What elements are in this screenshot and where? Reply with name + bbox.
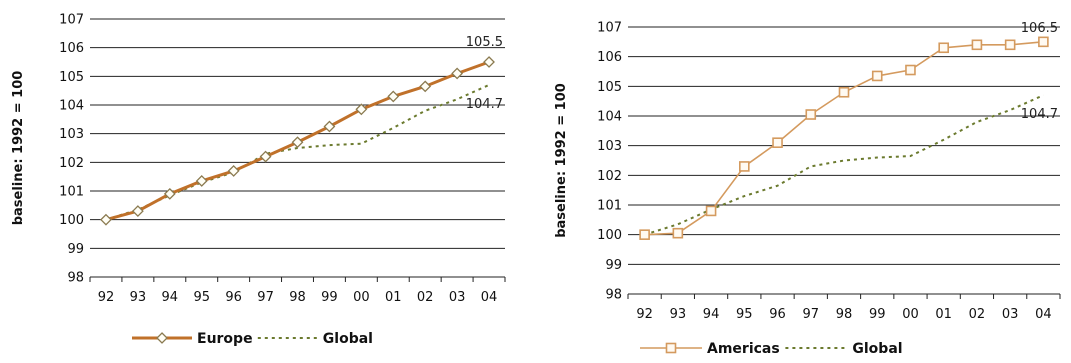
y-tick-label: 106 — [597, 50, 622, 65]
legend-label-americas: Americas — [707, 341, 780, 357]
europe-point — [100, 213, 112, 226]
x-tick-label: 93 — [130, 290, 147, 305]
y-tick-label: 98 — [67, 271, 84, 286]
y-tick-label: 105 — [597, 80, 622, 95]
x-tick-label: 96 — [225, 290, 242, 305]
y-axis-label: baseline: 1992 = 100 — [11, 71, 26, 226]
americas-point — [805, 109, 817, 120]
americas-point — [1004, 39, 1016, 51]
europe-point — [323, 120, 336, 133]
y-tick-label: 107 — [597, 21, 622, 36]
legend: Americas Global — [640, 341, 903, 357]
y-tick-label: 102 — [59, 156, 84, 171]
x-tick-label: 00 — [353, 290, 370, 305]
y-tick-label: 101 — [59, 185, 84, 200]
americas-series-line — [644, 41, 1044, 236]
europe-point — [451, 67, 464, 80]
europe-point — [131, 205, 144, 217]
legend-label-global: Global — [852, 341, 902, 357]
europe-point — [259, 150, 272, 163]
x-tick-label: 99 — [869, 307, 886, 322]
x-tick-label: 02 — [969, 307, 986, 322]
europe-point — [419, 80, 432, 93]
y-tick-label: 105 — [59, 70, 84, 85]
europe-point — [387, 90, 400, 103]
legend-label-europe: Europe — [197, 331, 253, 347]
y-tick-label: 107 — [59, 13, 84, 28]
y-tick-label: 100 — [597, 228, 622, 243]
y-tick-label: 104 — [597, 110, 622, 125]
y-axis-label: baseline: 1992 = 100 — [554, 83, 569, 238]
americas-point — [905, 64, 916, 76]
chart-panel-2: 98 99 100 101 102 103 104 105 106 107 92 93 94 95 96 97… — [554, 21, 1061, 357]
x-tick-label: 97 — [802, 307, 819, 322]
europe-point — [227, 165, 240, 177]
y-tick-label: 98 — [605, 288, 622, 303]
americas-point — [739, 161, 750, 172]
end-value-label: 106.5 — [1021, 21, 1058, 36]
y-tick-label: 104 — [59, 99, 84, 114]
x-tick-label: 03 — [1002, 307, 1019, 322]
end-value-label: 105.5 — [466, 35, 503, 50]
x-tick-label: 94 — [703, 307, 720, 322]
x-tick-label: 99 — [321, 290, 338, 305]
chart-panel-1: 98 99 100 101 102 103 104 105 106 107 92 93 94 95 96 97… — [11, 13, 506, 347]
end-value-label: 104.7 — [466, 97, 503, 112]
x-tick-label: 93 — [670, 307, 687, 322]
y-tick-label: 102 — [597, 169, 622, 184]
americas-point — [838, 86, 850, 98]
europe-point — [163, 187, 176, 200]
x-tick-label: 04 — [481, 290, 498, 305]
x-tick-label: 02 — [417, 290, 434, 305]
x-tick-label: 92 — [98, 290, 115, 305]
y-tick-label: 101 — [597, 199, 622, 214]
europe-point — [291, 136, 304, 149]
americas-point — [639, 229, 650, 240]
x-tick-label: 01 — [935, 307, 952, 322]
x-tick-label: 04 — [1035, 307, 1052, 322]
x-tick-label: 96 — [769, 307, 786, 322]
x-tick-label: 98 — [836, 307, 853, 322]
americas-point — [971, 39, 983, 51]
legend-marker-americas — [665, 342, 677, 354]
americas-point — [1038, 36, 1049, 48]
americas-point — [672, 227, 684, 239]
americas-point — [938, 42, 949, 54]
europe-point — [195, 175, 208, 187]
americas-point — [705, 205, 717, 217]
x-tick-label: 97 — [257, 290, 274, 305]
legend-marker-europe — [156, 332, 168, 344]
y-tick-label: 106 — [59, 41, 84, 56]
y-tick-label: 99 — [67, 242, 84, 257]
x-tick-label: 94 — [162, 290, 179, 305]
y-tick-label: 103 — [597, 139, 622, 154]
europe-point — [483, 56, 495, 68]
y-tick-label: 99 — [605, 258, 622, 273]
x-tick-label: 98 — [289, 290, 306, 305]
americas-point — [772, 137, 783, 148]
x-tick-label: 00 — [902, 307, 919, 322]
x-tick-label: 95 — [193, 290, 210, 305]
end-value-label: 104.7 — [1021, 107, 1058, 122]
americas-point — [871, 70, 883, 82]
legend: Europe Global — [132, 331, 373, 347]
x-tick-label: 01 — [385, 290, 402, 305]
legend-label-global: Global — [323, 331, 373, 347]
x-tick-label: 95 — [736, 307, 753, 322]
x-tick-label: 92 — [636, 307, 653, 322]
y-tick-label: 103 — [59, 127, 84, 142]
y-tick-label: 100 — [59, 213, 84, 228]
europe-point — [355, 103, 368, 116]
x-tick-label: 03 — [449, 290, 466, 305]
